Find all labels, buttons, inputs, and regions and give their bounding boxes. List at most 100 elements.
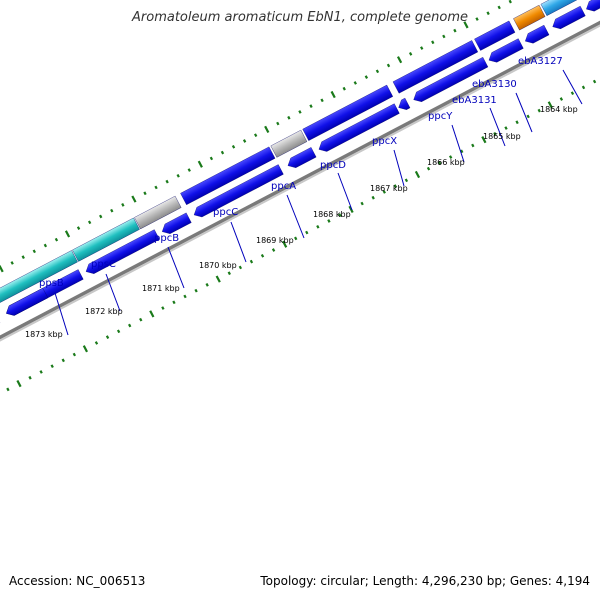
inner-tick — [183, 294, 187, 299]
inner-tick-marks — [6, 79, 597, 392]
gene-label-ebA3127[interactable]: ebA3127 — [518, 56, 563, 67]
gene-arrow-2[interactable] — [83, 229, 160, 277]
gene-block-ppcX[interactable] — [392, 40, 479, 94]
outer-tick — [54, 237, 59, 242]
inner-tick — [581, 85, 586, 90]
inner-tick — [105, 335, 110, 339]
map-title: Aromatoleum aromaticum EbN1, complete ge… — [132, 10, 468, 25]
gene-arrow-8[interactable] — [411, 57, 489, 104]
inner-tick — [515, 120, 519, 125]
gene-label-ppcA[interactable]: ppcA — [271, 181, 296, 192]
inner-tick — [338, 213, 342, 218]
topology-stats-text: Topology: circular; Length: 4,296,230 bp… — [260, 574, 590, 588]
outer-tick — [220, 150, 225, 155]
outer-tick — [431, 40, 435, 45]
backbone-shadow — [0, 0, 600, 371]
label-leader-line — [562, 69, 583, 105]
outer-tick — [463, 21, 469, 29]
gene-label-ppcC[interactable]: ppcC — [213, 207, 238, 218]
inner-tick — [238, 265, 243, 270]
outer-tick — [264, 125, 270, 133]
label-leader-line — [451, 124, 465, 163]
kbp-label: 1865 kbp — [483, 132, 521, 141]
feature-track-outer — [0, 0, 578, 312]
label-leader-line — [167, 246, 185, 289]
label-leader-line — [515, 92, 533, 133]
outer-tick — [453, 28, 457, 33]
label-leader-line — [489, 107, 506, 147]
gene-arrow-5[interactable] — [285, 147, 317, 170]
outer-tick — [209, 156, 214, 161]
outer-tick — [330, 90, 336, 99]
inner-tick — [50, 364, 54, 369]
inner-tick — [537, 108, 541, 113]
inner-tick — [360, 201, 364, 206]
outer-tick — [121, 203, 125, 207]
inner-tick — [348, 205, 354, 213]
gene-block-ppcB[interactable] — [180, 146, 276, 205]
gene-arrow-6[interactable] — [316, 103, 400, 155]
gene-label-ppcD[interactable]: ppcD — [320, 160, 346, 171]
outer-tick — [0, 265, 4, 273]
outer-tick — [298, 110, 302, 114]
kbp-label: 1864 kbp — [540, 105, 578, 114]
gene-block-ppsC[interactable] — [134, 195, 182, 230]
kbp-label: 1866 kbp — [427, 158, 465, 167]
kbp-label: 1870 kbp — [199, 261, 237, 270]
inner-tick — [437, 161, 442, 165]
outer-tick — [486, 11, 490, 16]
inner-tick — [116, 329, 121, 334]
inner-tick — [570, 91, 575, 96]
gene-label-ppcX[interactable]: ppcX — [372, 136, 397, 147]
gene-label-ebA3130[interactable]: ebA3130 — [472, 79, 517, 90]
inner-tick — [526, 114, 530, 119]
gene-block-ppcA[interactable] — [302, 84, 394, 141]
gene-block-ebA3130[interactable] — [540, 0, 578, 16]
genome-backbone — [0, 0, 600, 371]
gene-block-cyan[interactable] — [0, 250, 78, 312]
inner-tick — [592, 79, 597, 84]
inner-tick — [404, 178, 409, 183]
outer-tick — [254, 133, 258, 138]
inner-tick — [82, 345, 89, 353]
gene-arrow-7[interactable] — [396, 97, 411, 112]
label-leader-line — [286, 194, 305, 239]
inner-tick — [471, 143, 475, 148]
gene-arrow-10[interactable] — [523, 24, 550, 46]
gene-label-ppcY[interactable]: ppcY — [428, 111, 453, 122]
kbp-label: 1872 kbp — [85, 307, 123, 316]
gene-arrow-9[interactable] — [486, 38, 524, 65]
gene-block-ppcY[interactable] — [474, 20, 516, 51]
outer-tick — [231, 144, 236, 149]
outer-tick — [21, 255, 25, 259]
gene-block-ebA3131[interactable] — [513, 4, 546, 31]
gene-block-ppcC[interactable] — [270, 129, 308, 158]
inner-tick — [493, 132, 497, 136]
inner-tick — [16, 379, 22, 388]
outer-tick — [176, 173, 180, 178]
inner-tick — [227, 271, 231, 276]
gene-arrow-extra-1[interactable] — [4, 287, 49, 318]
kbp-label: 1867 kbp — [370, 184, 408, 193]
outer-tick — [131, 195, 137, 203]
outer-tick — [375, 69, 380, 74]
outer-tick — [32, 249, 36, 254]
outer-tick — [43, 243, 48, 248]
gene-arrow-3[interactable] — [160, 212, 192, 237]
gene-arrow-12[interactable] — [584, 0, 600, 14]
gene-block-ppsB[interactable] — [72, 217, 140, 262]
label-leader-line — [337, 172, 353, 211]
outer-tick — [99, 214, 103, 219]
gene-label-ppsC[interactable]: ppsC — [91, 259, 116, 270]
outer-tick — [87, 220, 92, 225]
outer-tick — [154, 185, 158, 190]
gene-label-ppcB[interactable]: ppcB — [154, 233, 179, 244]
outer-tick — [165, 179, 169, 184]
inner-tick — [271, 248, 276, 252]
gene-arrow-11[interactable] — [550, 5, 586, 32]
gene-label-ebA3131[interactable]: ebA3131 — [452, 95, 497, 106]
gene-label-ppsB[interactable]: ppsB — [39, 278, 64, 289]
inner-tick — [414, 170, 421, 179]
gene-arrow-4[interactable] — [192, 164, 284, 220]
